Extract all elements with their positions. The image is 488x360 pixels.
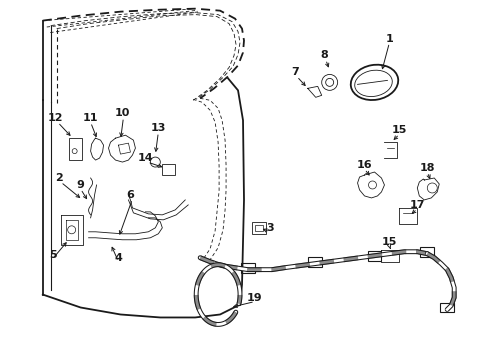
- Text: 18: 18: [419, 163, 434, 173]
- Text: 13: 13: [150, 123, 166, 133]
- Bar: [162, 164, 175, 175]
- Bar: [307, 257, 321, 267]
- Text: 15: 15: [391, 125, 406, 135]
- Bar: [420, 247, 433, 257]
- Text: 4: 4: [114, 253, 122, 263]
- Text: 14: 14: [137, 153, 153, 163]
- Text: 15: 15: [381, 237, 396, 247]
- Text: 12: 12: [48, 113, 63, 123]
- Text: 11: 11: [82, 113, 98, 123]
- Text: 2: 2: [55, 173, 62, 183]
- Text: 1: 1: [385, 33, 392, 44]
- Text: 6: 6: [126, 190, 134, 200]
- Text: 10: 10: [115, 108, 130, 118]
- Text: 5: 5: [49, 250, 57, 260]
- Text: 3: 3: [265, 223, 273, 233]
- Bar: [367, 251, 381, 261]
- Bar: [251, 222, 265, 234]
- Text: 8: 8: [320, 50, 328, 60]
- Bar: [241, 263, 254, 273]
- Text: 19: 19: [246, 293, 262, 302]
- Text: 9: 9: [77, 180, 84, 190]
- Text: 7: 7: [290, 67, 298, 77]
- Bar: [439, 302, 453, 312]
- Text: 17: 17: [409, 200, 424, 210]
- Bar: [254, 225, 263, 231]
- Text: 16: 16: [356, 160, 371, 170]
- Bar: [68, 138, 81, 160]
